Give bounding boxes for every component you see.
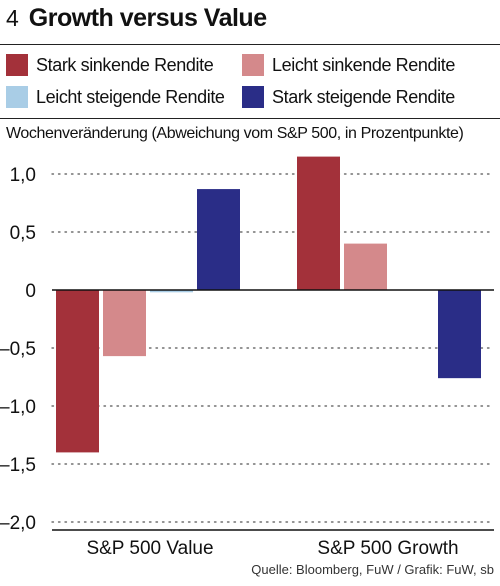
- bar-2-growth: [344, 243, 387, 290]
- y-tick-label: –1,0: [0, 397, 36, 418]
- legend-label-strong-down: Stark sinkende Rendite: [36, 54, 214, 75]
- figure-header: 4 Growth versus Value: [6, 4, 267, 38]
- y-tick-label: 0,5: [10, 223, 36, 244]
- x-category-label: S&P 500 Value: [86, 538, 213, 559]
- source-note: Quelle: Bloomberg, FuW / Grafik: FuW, sb: [251, 562, 494, 577]
- bar-4-value: [197, 189, 240, 290]
- figure-number: 4: [6, 5, 19, 31]
- bar-3-value: [150, 290, 193, 293]
- chart-title: Growth versus Value: [28, 4, 267, 32]
- legend-item-strong-up: Stark steigende Rendite: [242, 86, 455, 108]
- legend-swatch-strong-up: [242, 86, 264, 108]
- y-tick-label: 0: [25, 281, 36, 302]
- y-tick-label: –1,5: [0, 455, 36, 476]
- bar-1-growth: [297, 156, 340, 290]
- bar-4-growth: [438, 290, 481, 379]
- legend-item-strong-down: Stark sinkende Rendite: [6, 54, 214, 76]
- bar-2-value: [103, 290, 146, 357]
- bar-chart: 1,0 0,5 0 –0,5 –1,0 –1,5 –2,0 S&P 500 Value S&P …: [0, 156, 495, 559]
- legend-label-light-down: Leicht sinkende Rendite: [272, 54, 455, 75]
- legend-item-light-down: Leicht sinkende Rendite: [242, 54, 455, 76]
- legend-label-light-up: Leicht steigende Rendite: [36, 86, 225, 107]
- x-category-label: S&P 500 Growth: [317, 538, 458, 559]
- y-tick-label: –2,0: [0, 513, 36, 534]
- legend-swatch-light-up: [6, 86, 28, 108]
- legend-divider: [0, 118, 500, 119]
- legend-label-strong-up: Stark steigende Rendite: [272, 86, 455, 107]
- y-axis-label: Wochenveränderung (Abweichung vom S&P 50…: [6, 125, 464, 142]
- y-tick-label: 1,0: [10, 165, 36, 186]
- bar-1-value: [56, 290, 99, 453]
- legend-swatch-strong-down: [6, 54, 28, 76]
- legend-item-light-up: Leicht steigende Rendite: [6, 86, 225, 108]
- y-tick-label: –0,5: [0, 339, 36, 360]
- legend-swatch-light-down: [242, 54, 264, 76]
- header-divider: [0, 44, 500, 45]
